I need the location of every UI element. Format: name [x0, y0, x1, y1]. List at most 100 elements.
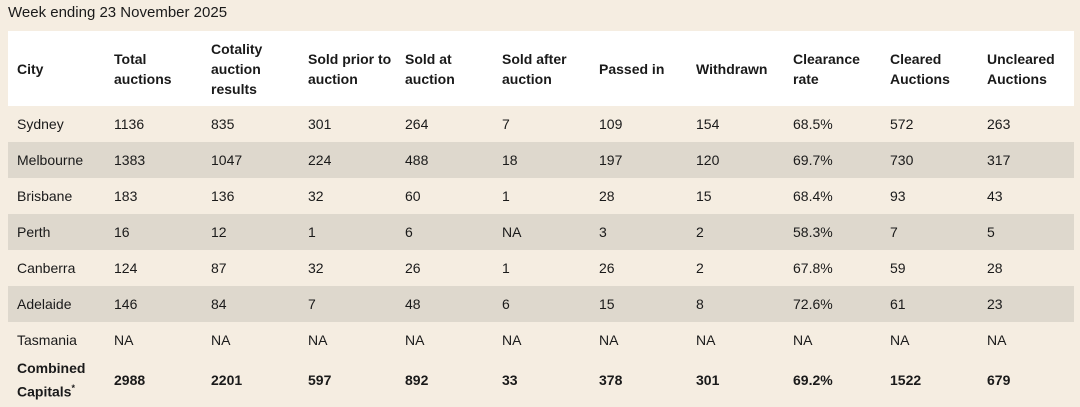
value-cell: NA	[502, 332, 522, 348]
value-cell: 61	[890, 296, 906, 312]
value-cell: 264	[405, 116, 429, 132]
value-cell: 15	[696, 188, 712, 204]
value-cell: 197	[599, 152, 623, 168]
value-cell: 1136	[114, 116, 145, 132]
total-row: Combined Capitals* 2988 2201 597 892 33 378 301…	[8, 358, 1074, 402]
value-cell: 183	[114, 188, 138, 204]
city-cell: Adelaide	[17, 296, 72, 312]
table-row: Canberra 124 87 32 26 1 26 2 67.8% 59 28	[8, 250, 1074, 286]
value-cell: 1047	[211, 152, 243, 168]
value-cell: 68.5%	[793, 116, 833, 132]
value-cell: 835	[211, 116, 235, 132]
value-cell: 87	[211, 260, 227, 276]
value-cell: NA	[114, 332, 134, 348]
column-header: City	[17, 60, 44, 77]
column-header: Sold at auction	[405, 50, 455, 87]
value-cell: 7	[308, 296, 316, 312]
value-cell: 16	[114, 224, 130, 240]
value-cell: 18	[502, 152, 518, 168]
total-value-cell: 378	[599, 372, 623, 388]
total-value-cell: 33	[502, 372, 518, 388]
value-cell: NA	[696, 332, 716, 348]
value-cell: NA	[793, 332, 813, 348]
value-cell: 5	[987, 224, 995, 240]
value-cell: 224	[308, 152, 332, 168]
table-row: Melbourne 1383 1047 224 488 18 197 120 69.7% 730 3…	[8, 142, 1074, 178]
value-cell: 3	[599, 224, 607, 240]
table-row: Perth 16 12 1 6 NA 3 2 58.3% 7 5	[8, 214, 1074, 250]
column-header: Clearance rate	[793, 50, 860, 87]
value-cell: NA	[308, 332, 328, 348]
value-cell: 72.6%	[793, 296, 833, 312]
value-cell: 28	[987, 260, 1003, 276]
total-value-cell: 679	[987, 372, 1011, 388]
column-header: Withdrawn	[696, 60, 768, 77]
total-value-cell: 597	[308, 372, 332, 388]
value-cell: 124	[114, 260, 138, 276]
value-cell: 2	[696, 224, 704, 240]
value-cell: 93	[890, 188, 906, 204]
value-cell: 7	[502, 116, 510, 132]
total-value-cell: 1522	[890, 372, 922, 388]
value-cell: 730	[890, 152, 914, 168]
value-cell: NA	[599, 332, 619, 348]
value-cell: 60	[405, 188, 421, 204]
value-cell: 28	[599, 188, 615, 204]
column-header: Cleared Auctions	[890, 50, 950, 87]
value-cell: 154	[696, 116, 720, 132]
value-cell: 12	[211, 224, 227, 240]
value-cell: 146	[114, 296, 138, 312]
column-header: Sold prior to auction	[308, 50, 392, 87]
auction-results-table: City Total auctions Cotality auction res…	[8, 31, 1074, 402]
value-cell: 68.4%	[793, 188, 833, 204]
value-cell: 572	[890, 116, 914, 132]
value-cell: 317	[987, 152, 1011, 168]
city-cell: Brisbane	[17, 188, 73, 204]
table-row: Sydney 1136 835 301 264 7 109 154 68.5% 572 263	[8, 106, 1074, 142]
value-cell: 59	[890, 260, 906, 276]
value-cell: 263	[987, 116, 1011, 132]
value-cell: 6	[405, 224, 413, 240]
value-cell: 32	[308, 260, 324, 276]
column-header: Uncleared Auctions	[987, 50, 1055, 87]
value-cell: 6	[502, 296, 510, 312]
column-header: Cotality auction results	[211, 40, 263, 97]
value-cell: NA	[211, 332, 231, 348]
value-cell: NA	[987, 332, 1007, 348]
city-cell: Canberra	[17, 260, 76, 276]
city-cell: Sydney	[17, 116, 64, 132]
value-cell: 120	[696, 152, 720, 168]
value-cell: NA	[405, 332, 425, 348]
footnote-mark: *	[71, 383, 75, 394]
value-cell: 58.3%	[793, 224, 833, 240]
value-cell: 8	[696, 296, 704, 312]
column-header: Total auctions	[114, 50, 172, 87]
value-cell: 1	[502, 188, 510, 204]
value-cell: 67.8%	[793, 260, 833, 276]
value-cell: 2	[696, 260, 704, 276]
city-cell: Tasmania	[17, 332, 77, 348]
value-cell: NA	[502, 224, 522, 240]
value-cell: 32	[308, 188, 324, 204]
value-cell: 15	[599, 296, 615, 312]
header-row: City Total auctions Cotality auction res…	[8, 31, 1074, 106]
table-body: Sydney 1136 835 301 264 7 109 154 68.5% 572 263 Mel…	[8, 106, 1074, 402]
total-label: Combined Capitals	[17, 360, 86, 400]
value-cell: 43	[987, 188, 1003, 204]
city-cell: Perth	[17, 224, 51, 240]
value-cell: 109	[599, 116, 623, 132]
value-cell: 48	[405, 296, 421, 312]
auction-results-table-container: City Total auctions Cotality auction res…	[8, 31, 1074, 402]
value-cell: 488	[405, 152, 429, 168]
total-value-cell: 301	[696, 372, 720, 388]
value-cell: 1	[502, 260, 510, 276]
value-cell: 7	[890, 224, 898, 240]
city-cell: Melbourne	[17, 152, 84, 168]
value-cell: 26	[599, 260, 615, 276]
total-value-cell: 2988	[114, 372, 146, 388]
value-cell: 136	[211, 188, 235, 204]
value-cell: 26	[405, 260, 421, 276]
total-value-cell: 2201	[211, 372, 243, 388]
value-cell: 1383	[114, 152, 146, 168]
total-label-cell: Combined Capitals*	[8, 358, 105, 402]
